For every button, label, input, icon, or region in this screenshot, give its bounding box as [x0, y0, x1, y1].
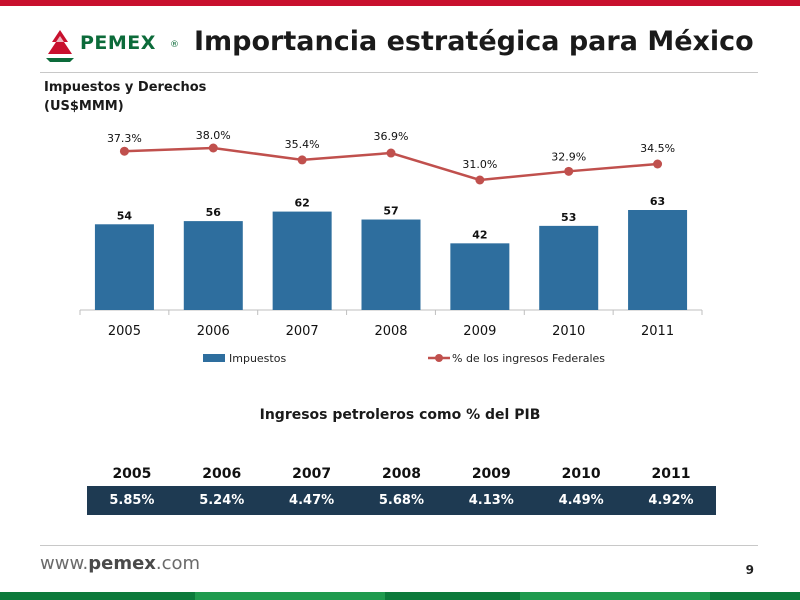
pib-year-2009: 2009: [471, 466, 511, 482]
pib-table-value-row: 5.85% 5.24% 4.47% 5.68% 4.13% 4.49% 4.92%: [87, 486, 716, 515]
top-accent-bar: [0, 0, 800, 6]
website-url[interactable]: www.pemex.com: [40, 553, 200, 574]
footer-divider: [40, 545, 758, 546]
bottom-bar-segment: [520, 592, 710, 600]
legend-swatch-impuestos: [203, 354, 225, 362]
pib-year-2008: 2008: [381, 466, 421, 482]
line-label-2010: 32.9%: [551, 150, 586, 163]
bar-label-2011: 63: [650, 195, 665, 208]
line-point-2006: [208, 143, 218, 153]
url-suffix: .com: [155, 553, 201, 574]
chart-title: Impuestos y Derechos (US$MMM): [44, 78, 206, 116]
pib-value-2006: 5.24%: [199, 493, 245, 508]
bar-label-2009: 42: [472, 228, 487, 241]
line-point-2009: [475, 175, 485, 185]
bottom-accent-bar: [0, 592, 800, 600]
page-title: Importancia estratégica para México: [194, 26, 754, 57]
x-tick-label-2008: 2008: [374, 324, 407, 339]
line-label-2008: 36.9%: [374, 130, 409, 143]
x-tick-label-2009: 2009: [463, 324, 496, 339]
page-number: 9: [745, 563, 754, 577]
logo-registered-mark: ®: [170, 40, 179, 50]
legend-label-impuestos: Impuestos: [229, 352, 286, 365]
pemex-logo: PEMEX ®: [42, 28, 182, 64]
x-tick-label-2010: 2010: [552, 324, 585, 339]
legend-swatch-marker: [435, 354, 443, 362]
pib-value-2005: 5.85%: [109, 493, 155, 508]
combo-chart: 54 2005 56 2006 62 2007 57 2008 42 2009 53 2010 63 20…: [79, 129, 703, 365]
bar-impuestos-2007: [272, 211, 332, 310]
bar-impuestos-2008: [361, 219, 421, 310]
pib-year-2010: 2010: [561, 466, 601, 482]
line-label-2011: 34.5%: [640, 142, 675, 155]
bar-impuestos-2005: [94, 224, 154, 310]
line-label-2005: 37.3%: [107, 132, 142, 145]
pib-value-2011: 4.92%: [648, 493, 694, 508]
x-tick-label-2006: 2006: [197, 324, 230, 339]
bar-label-2005: 54: [117, 209, 133, 222]
line-point-2011: [653, 159, 663, 169]
pib-year-2006: 2006: [202, 466, 242, 482]
url-brand: pemex: [88, 553, 156, 574]
line-label-2009: 31.0%: [462, 158, 497, 171]
pib-year-2011: 2011: [651, 466, 691, 482]
chart-title-line-2: (US$MMM): [44, 99, 124, 114]
title-divider: [40, 72, 758, 73]
bottom-bar-segment: [195, 592, 385, 600]
legend-label-ingresos: % de los ingresos Federales: [452, 352, 605, 365]
url-prefix: www.: [40, 553, 89, 574]
bar-label-2007: 62: [294, 197, 309, 210]
x-tick-label-2005: 2005: [108, 324, 141, 339]
line-label-2007: 35.4%: [285, 138, 320, 151]
pemex-eagle-icon: [46, 30, 74, 62]
table-title: Ingresos petroleros como % del PIB: [259, 407, 541, 423]
pib-value-2008: 5.68%: [378, 493, 424, 508]
pib-table-header-row: 2005 2006 2007 2008 2009 2010 2011: [87, 462, 716, 486]
bar-label-2006: 56: [206, 206, 222, 219]
line-label-2006: 38.0%: [196, 129, 231, 142]
bar-label-2010: 53: [561, 211, 576, 224]
line-point-2010: [564, 166, 574, 176]
logo-wordmark: PEMEX: [80, 32, 156, 54]
bar-impuestos-2006: [183, 221, 243, 310]
pib-value-2007: 4.47%: [289, 493, 335, 508]
pib-year-2005: 2005: [112, 466, 152, 482]
x-tick-label-2007: 2007: [286, 324, 319, 339]
line-point-2007: [297, 155, 307, 165]
pib-year-2007: 2007: [292, 466, 332, 482]
pib-value-2009: 4.13%: [468, 493, 514, 508]
bar-impuestos-2011: [628, 210, 688, 310]
bar-label-2008: 57: [383, 205, 398, 218]
line-point-2005: [119, 146, 129, 156]
bar-impuestos-2010: [539, 225, 599, 310]
pib-value-2010: 4.49%: [558, 493, 604, 508]
bar-impuestos-2009: [450, 243, 510, 310]
pib-table: 2005 2006 2007 2008 2009 2010 2011 5.85% 5.24% 4…: [87, 462, 716, 515]
line-point-2008: [386, 148, 396, 158]
x-tick-label-2011: 2011: [641, 324, 674, 339]
chart-title-line-1: Impuestos y Derechos: [44, 80, 207, 95]
